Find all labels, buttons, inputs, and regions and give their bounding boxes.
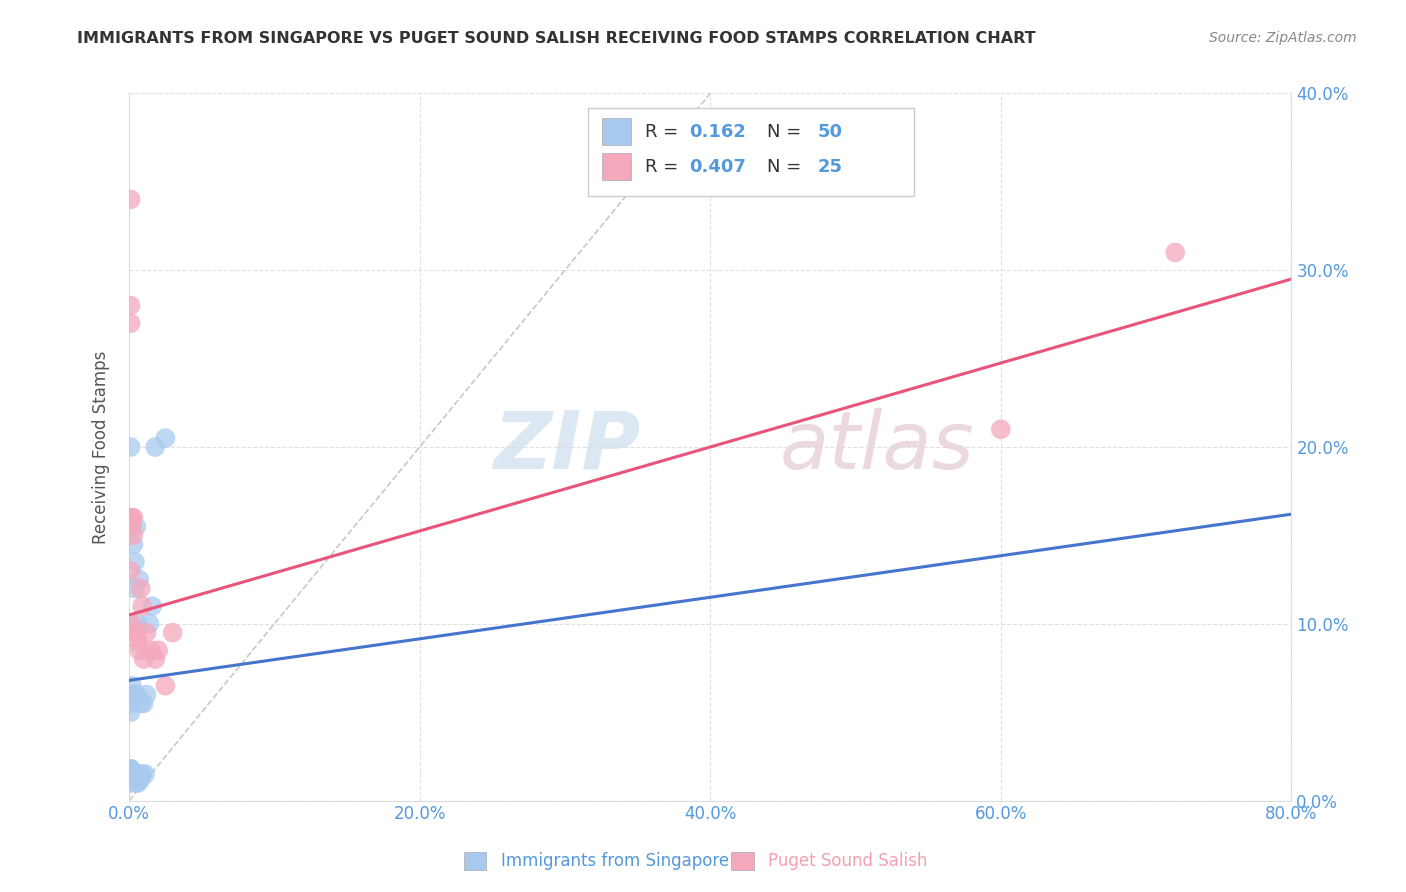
Point <box>121 771 143 785</box>
Point <box>155 679 177 693</box>
Point <box>143 440 166 454</box>
Point <box>122 771 145 785</box>
Point <box>135 688 157 702</box>
Point <box>124 555 146 569</box>
Bar <box>602 118 631 145</box>
Text: atlas: atlas <box>780 408 974 486</box>
Point <box>128 643 150 657</box>
Text: R =: R = <box>645 158 685 176</box>
Point <box>990 422 1012 436</box>
Point <box>146 643 169 657</box>
Text: 0.162: 0.162 <box>689 122 747 141</box>
Point <box>120 762 142 776</box>
Point <box>125 519 148 533</box>
Bar <box>602 153 631 180</box>
Point <box>120 510 142 524</box>
Point <box>120 299 142 313</box>
Y-axis label: Receiving Food Stamps: Receiving Food Stamps <box>93 351 110 544</box>
Point <box>120 440 142 454</box>
Point <box>138 616 160 631</box>
Text: 25: 25 <box>817 158 842 176</box>
Point <box>120 769 142 783</box>
Point <box>1164 245 1187 260</box>
Text: Puget Sound Salish: Puget Sound Salish <box>768 852 927 870</box>
Point <box>155 431 177 445</box>
Point <box>121 519 143 533</box>
Point <box>120 564 142 578</box>
Point <box>120 316 142 330</box>
Point <box>120 771 142 785</box>
Point <box>129 772 152 787</box>
Text: R =: R = <box>645 122 685 141</box>
Point <box>129 697 152 711</box>
Point <box>129 582 152 596</box>
Point <box>122 528 145 542</box>
Text: N =: N = <box>768 122 807 141</box>
Point <box>120 771 142 785</box>
Point <box>120 697 142 711</box>
Point <box>125 625 148 640</box>
Text: Source: ZipAtlas.com: Source: ZipAtlas.com <box>1209 31 1357 45</box>
Point <box>125 776 148 790</box>
Point <box>131 767 153 781</box>
Point <box>121 519 143 533</box>
Point <box>120 193 142 207</box>
Bar <box>588 108 914 196</box>
Point <box>127 616 149 631</box>
Point <box>143 652 166 666</box>
Point <box>120 765 142 780</box>
Point <box>120 767 142 781</box>
Point <box>121 510 143 524</box>
Point <box>122 688 145 702</box>
Point <box>121 769 143 783</box>
Text: Immigrants from Singapore: Immigrants from Singapore <box>501 852 728 870</box>
Point <box>120 764 142 778</box>
Point <box>131 599 153 614</box>
Point <box>121 767 143 781</box>
Point <box>135 625 157 640</box>
Point <box>120 769 142 783</box>
Point <box>141 599 163 614</box>
Point <box>124 771 146 785</box>
Point <box>124 582 146 596</box>
Point <box>127 776 149 790</box>
Point <box>120 705 142 719</box>
Point <box>120 765 142 780</box>
Text: N =: N = <box>768 158 807 176</box>
Point <box>121 688 143 702</box>
Point <box>127 634 149 648</box>
Point <box>134 767 156 781</box>
Point <box>139 643 162 657</box>
Point <box>124 625 146 640</box>
Point <box>121 767 143 781</box>
Point <box>121 616 143 631</box>
Text: IMMIGRANTS FROM SINGAPORE VS PUGET SOUND SALISH RECEIVING FOOD STAMPS CORRELATIO: IMMIGRANTS FROM SINGAPORE VS PUGET SOUND… <box>77 31 1036 46</box>
Point <box>120 776 142 790</box>
Point <box>120 767 142 781</box>
Point <box>132 697 155 711</box>
Point <box>125 688 148 702</box>
Point <box>120 767 142 781</box>
Point <box>132 652 155 666</box>
Point <box>120 762 142 776</box>
Point <box>128 573 150 587</box>
Text: ZIP: ZIP <box>494 408 641 486</box>
Point <box>162 625 184 640</box>
Text: 0.407: 0.407 <box>689 158 747 176</box>
Point <box>122 767 145 781</box>
Point <box>122 510 145 524</box>
Point <box>121 679 143 693</box>
Point <box>124 767 146 781</box>
Point <box>122 537 145 551</box>
Point <box>120 772 142 787</box>
Point <box>120 764 142 778</box>
Point <box>128 767 150 781</box>
Text: 50: 50 <box>817 122 842 141</box>
